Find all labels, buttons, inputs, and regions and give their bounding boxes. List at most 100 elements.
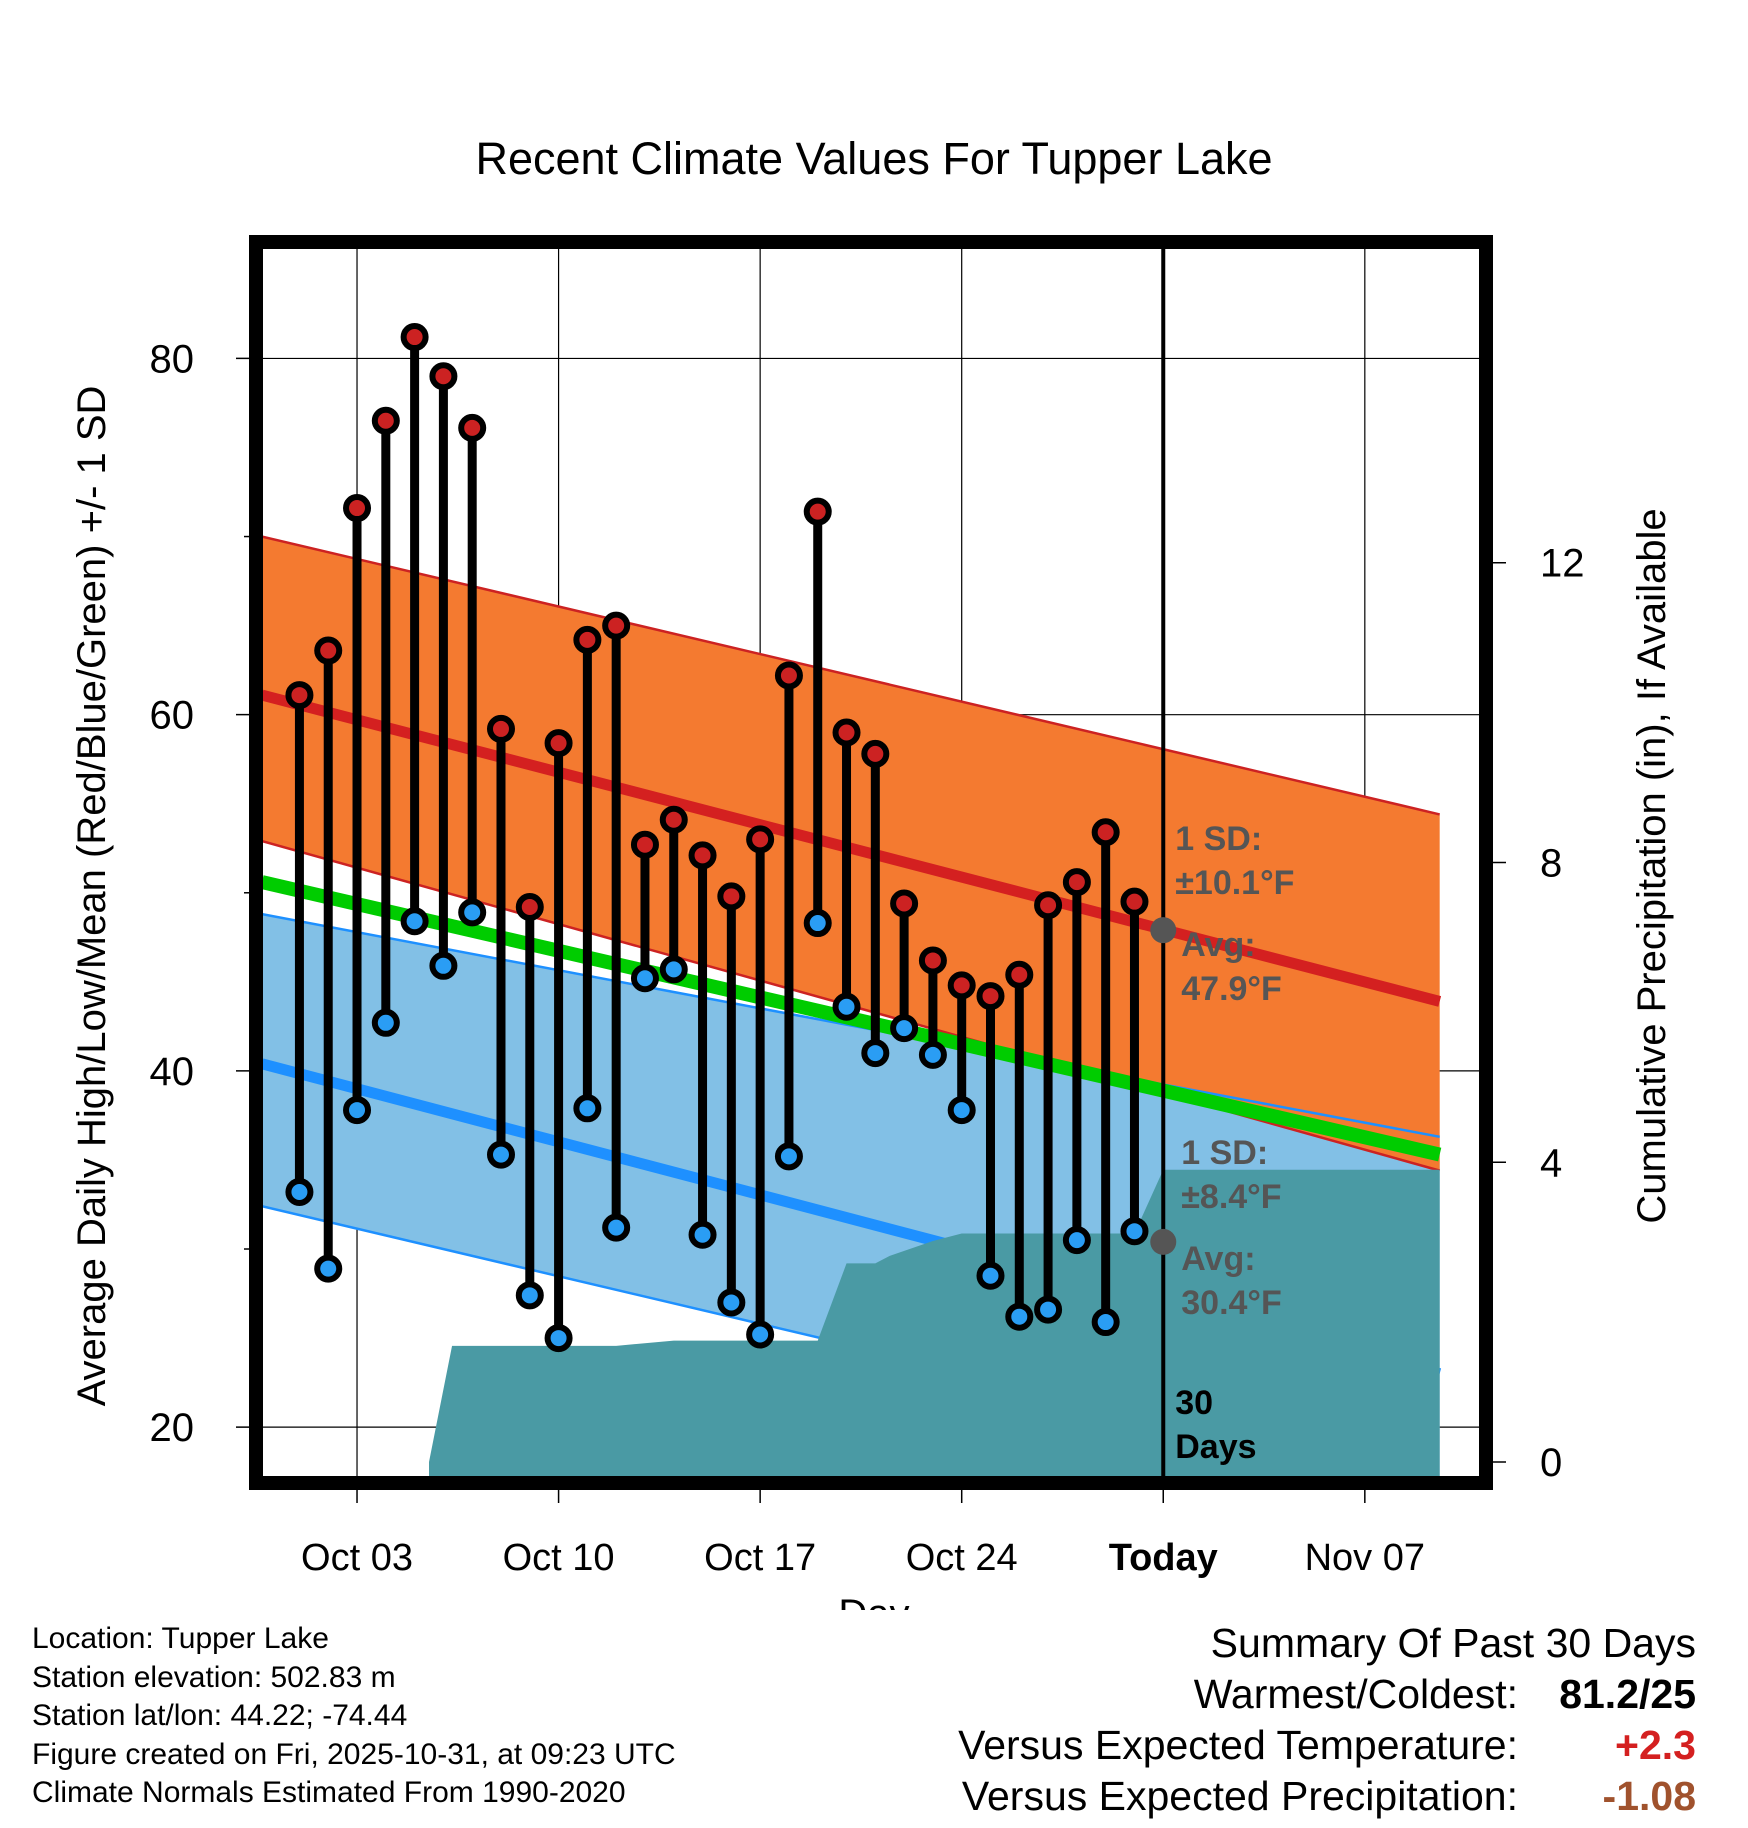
low-marker <box>864 1042 886 1064</box>
high-marker <box>1095 821 1117 843</box>
high-sd-label: 1 SD: <box>1175 820 1262 858</box>
summary-warmest-value: 81.2/25 <box>1546 1669 1696 1720</box>
low-marker <box>1123 1220 1145 1242</box>
high-marker <box>548 732 570 754</box>
low-marker <box>288 1181 310 1203</box>
high-marker <box>922 949 944 971</box>
high-marker <box>605 615 627 637</box>
low-marker <box>346 1099 368 1121</box>
low-marker <box>605 1217 627 1239</box>
summary-warmest-label: Warmest/Coldest: <box>1194 1671 1518 1717</box>
low-marker <box>692 1224 714 1246</box>
x-tick-label: Oct 17 <box>704 1537 816 1579</box>
summary-warmest-row: Warmest/Coldest: 81.2/25 <box>958 1669 1696 1720</box>
high-marker <box>692 844 714 866</box>
low-marker <box>807 912 829 934</box>
low-marker <box>979 1265 1001 1287</box>
y2-tick-label: 0 <box>1540 1441 1562 1485</box>
y-axis-label: Average Daily High/Low/Mean (Red/Blue/Gr… <box>70 386 114 1407</box>
high-marker <box>720 885 742 907</box>
high-marker <box>979 985 1001 1007</box>
low-marker <box>720 1291 742 1313</box>
today-high-avg-marker <box>1150 917 1176 943</box>
low-sd-label: 1 SD: <box>1181 1134 1268 1172</box>
high-avg-value: 47.9°F <box>1181 970 1282 1008</box>
high-marker <box>490 718 512 740</box>
high-marker <box>432 365 454 387</box>
low-avg-label: Avg: <box>1181 1240 1255 1278</box>
low-marker <box>404 910 426 932</box>
x-tick-label: Nov 07 <box>1305 1537 1425 1579</box>
high-marker <box>1123 891 1145 913</box>
normals-text: Climate Normals Estimated From 1990-2020 <box>32 1774 676 1813</box>
y2-tick-label: 12 <box>1540 542 1585 586</box>
high-marker <box>951 974 973 996</box>
low-marker <box>1066 1229 1088 1251</box>
low-marker <box>778 1145 800 1167</box>
today-low-avg-marker <box>1150 1229 1176 1255</box>
summary-precip-label: Versus Expected Precipitation: <box>962 1773 1518 1819</box>
x-tick-label: Oct 24 <box>906 1537 1018 1579</box>
high-marker <box>807 501 829 523</box>
summary-temp-value: +2.3 <box>1546 1720 1696 1771</box>
low-marker <box>634 967 656 989</box>
high-marker <box>317 640 339 662</box>
x-axis-label: Day <box>838 1592 909 1610</box>
x-tick-label: Today <box>1109 1537 1218 1579</box>
high-marker <box>634 834 656 856</box>
summary-temp-row: Versus Expected Temperature: +2.3 <box>958 1720 1696 1771</box>
low-marker <box>951 1099 973 1121</box>
y2-axis-label: Cumulative Precipitation (in), If Availa… <box>1630 508 1674 1223</box>
high-marker <box>346 497 368 519</box>
low-marker <box>432 955 454 977</box>
high-marker <box>663 809 685 831</box>
station-info: Location: Tupper Lake Station elevation:… <box>32 1620 676 1813</box>
low-marker <box>490 1144 512 1166</box>
period-unit: Days <box>1175 1428 1256 1466</box>
high-marker <box>778 664 800 686</box>
latlon-text: Station lat/lon: 44.22; -74.44 <box>32 1697 676 1736</box>
created-text: Figure created on Fri, 2025-10-31, at 09… <box>32 1736 676 1775</box>
high-marker <box>749 828 771 850</box>
high-marker <box>288 684 310 706</box>
high-marker <box>576 629 598 651</box>
low-marker <box>1037 1299 1059 1321</box>
low-marker <box>576 1097 598 1119</box>
low-marker <box>461 901 483 923</box>
high-marker <box>836 721 858 743</box>
high-sd-value: ±10.1°F <box>1175 864 1294 902</box>
high-marker <box>864 743 886 765</box>
summary-panel: Summary Of Past 30 Days Warmest/Coldest:… <box>958 1618 1696 1822</box>
low-marker <box>893 1017 915 1039</box>
summary-temp-label: Versus Expected Temperature: <box>958 1722 1518 1768</box>
y-tick-label: 20 <box>150 1406 195 1450</box>
y-tick-label: 40 <box>150 1050 195 1094</box>
x-tick-label: Oct 10 <box>503 1537 615 1579</box>
low-marker <box>663 958 685 980</box>
high-marker <box>1008 964 1030 986</box>
high-avg-label: Avg: <box>1181 926 1255 964</box>
high-marker <box>519 896 541 918</box>
low-avg-value: 30.4°F <box>1181 1284 1282 1322</box>
high-marker <box>375 410 397 432</box>
y-tick-label: 60 <box>150 694 195 738</box>
y2-tick-label: 4 <box>1540 1141 1562 1185</box>
low-marker <box>836 996 858 1018</box>
low-marker <box>749 1324 771 1346</box>
high-marker <box>404 326 426 348</box>
high-marker <box>1066 871 1088 893</box>
low-marker <box>922 1044 944 1066</box>
period-number: 30 <box>1175 1384 1213 1422</box>
y-tick-label: 80 <box>150 337 195 381</box>
high-marker <box>1037 894 1059 916</box>
location-text: Location: Tupper Lake <box>32 1620 676 1659</box>
low-sd-value: ±8.4°F <box>1181 1178 1281 1216</box>
low-marker <box>375 1012 397 1034</box>
summary-precip-value: -1.08 <box>1546 1771 1696 1822</box>
low-marker <box>519 1284 541 1306</box>
chart-title: Recent Climate Values For Tupper Lake <box>475 133 1272 184</box>
summary-title: Summary Of Past 30 Days <box>958 1618 1696 1669</box>
x-tick-label: Oct 03 <box>301 1537 413 1579</box>
low-marker <box>1095 1311 1117 1333</box>
y2-tick-label: 8 <box>1540 842 1562 886</box>
